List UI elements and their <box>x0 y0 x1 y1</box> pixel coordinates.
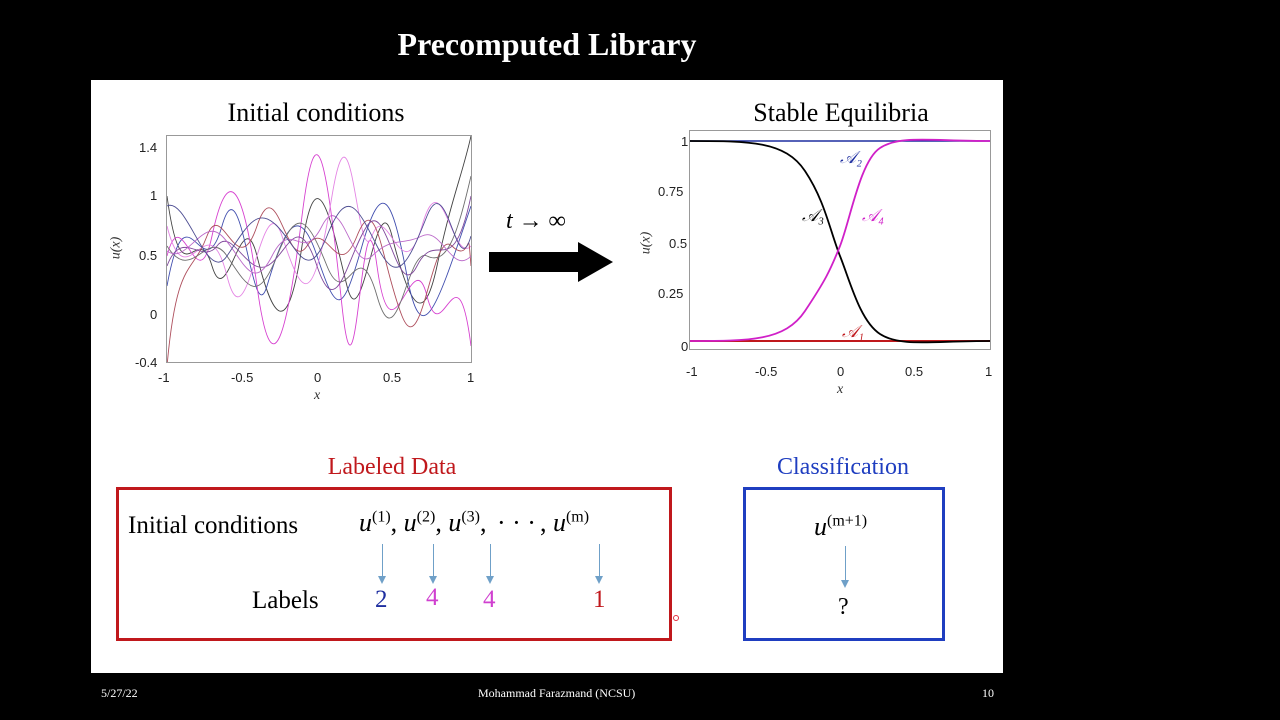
right-xtick: 1 <box>985 364 993 379</box>
right-xtick: -1 <box>686 364 698 379</box>
labeled-data-box: Initial conditions Labels u(1), u(2), u(… <box>116 487 672 641</box>
initial-conditions-label: Initial conditions <box>128 512 299 539</box>
ic-u3: u(3) <box>448 508 480 537</box>
left-ytick: 1.4 <box>139 140 158 155</box>
right-xtick: 0 <box>837 364 845 379</box>
left-ytick: 0.5 <box>139 248 158 263</box>
left-xtick: -0.5 <box>231 370 254 385</box>
separator: , <box>435 508 442 537</box>
annotation-a4: 𝒜₄ <box>862 206 884 225</box>
left-plot-title: Initial conditions <box>227 98 405 127</box>
left-ytick: -0.4 <box>135 355 158 370</box>
left-xtick: 0 <box>314 370 322 385</box>
classification-box: u(m+1) ? <box>743 487 945 641</box>
right-xlabel: x <box>837 382 844 397</box>
label-value: 4 <box>483 586 496 613</box>
arrow-down-icon <box>841 546 849 588</box>
right-arrow-icon <box>489 242 613 282</box>
ic-u1: u(1) <box>359 508 391 537</box>
left-xtick: 1 <box>467 370 475 385</box>
right-ytick: 0 <box>681 339 689 354</box>
right-plot-axes: 𝒜₂ 𝒜₃ 𝒜₄ 𝒜₁ <box>689 130 991 350</box>
right-ytick: 0.75 <box>658 184 684 199</box>
ellipsis: · · · <box>496 508 536 537</box>
annotation-a1: 𝒜₁ <box>842 322 864 341</box>
separator: , <box>539 508 547 537</box>
footer-date: 5/27/22 <box>101 686 138 700</box>
unknown-label: ? <box>838 594 849 620</box>
right-xtick: 0.5 <box>905 364 924 379</box>
left-plot-axes <box>166 135 472 363</box>
arrow-down-icon <box>486 544 494 584</box>
footer-author: Mohammad Farazmand (NCSU) <box>478 686 636 700</box>
classification-title: Classification <box>777 454 909 480</box>
right-xtick: -0.5 <box>755 364 778 379</box>
left-xtick: -1 <box>158 370 170 385</box>
left-plot-curves <box>167 136 471 362</box>
ic-u2: u(2) <box>403 508 436 537</box>
label-value: 4 <box>426 584 439 611</box>
left-ytick: 1 <box>150 188 158 203</box>
right-ytick: 1 <box>681 134 689 149</box>
left-xlabel: x <box>314 388 321 403</box>
annotation-a2: 𝒜₂ <box>840 148 862 167</box>
slide-panel: Initial conditions 1.4 1 0.5 0 -0.4 -1 -… <box>91 80 1003 673</box>
annotation-a3: 𝒜₃ <box>802 206 824 225</box>
right-ytick: 0.5 <box>669 236 688 251</box>
label-value: 1 <box>593 586 606 613</box>
right-plot-title: Stable Equilibria <box>753 98 929 127</box>
ic-um: u(m) <box>552 508 590 537</box>
footer-page-number: 10 <box>982 686 994 700</box>
slide-title: Precomputed Library <box>397 26 697 62</box>
labeled-data-title: Labeled Data <box>327 454 457 480</box>
right-ylabel: u(x) <box>638 231 654 255</box>
cursor-dot <box>673 615 679 621</box>
separator: , <box>390 508 398 537</box>
arrow-down-icon <box>595 544 603 584</box>
right-ytick: 0.25 <box>658 286 684 301</box>
new-sample: u(m+1) <box>814 512 868 541</box>
ic-sequence: u(1), u(2), u(3), · · ·, u(m) <box>359 508 589 538</box>
time-limit-label: t → ∞ <box>506 208 566 234</box>
separator: , <box>479 508 487 537</box>
labels-row-label: Labels <box>252 587 319 614</box>
left-ytick: 0 <box>150 307 158 322</box>
right-plot-curves: 𝒜₂ 𝒜₃ 𝒜₄ 𝒜₁ <box>690 138 990 344</box>
left-ylabel: u(x) <box>108 236 124 260</box>
left-xtick: 0.5 <box>383 370 402 385</box>
arrow-down-icon <box>378 544 386 584</box>
label-value: 2 <box>375 586 388 613</box>
arrow-down-icon <box>429 544 437 584</box>
